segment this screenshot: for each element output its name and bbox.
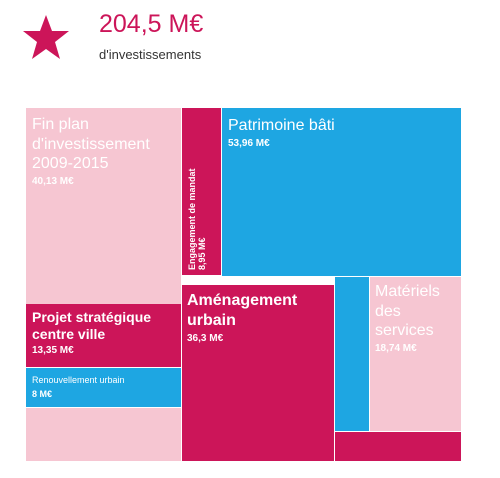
total-investment-amount: 204,5 M€	[99, 10, 204, 38]
treemap-cell-fin-plan-lower	[26, 408, 181, 461]
treemap-cell-projet-strategique: Projet stratégique centre ville 13,35 M€	[26, 304, 181, 367]
treemap-cell-renouvellement-urbain: Renouvellement urbain 8 M€	[26, 368, 181, 407]
star-icon	[23, 15, 69, 59]
projet-strategique-value: 13,35 M€	[32, 344, 74, 356]
projet-strategique-label: Projet stratégique centre ville	[32, 309, 152, 342]
amenagement-urbain-label: Aménagement urbain	[187, 292, 298, 329]
engagement-mandat-label: Engagement de mandat	[187, 168, 197, 270]
treemap-cell-small-blue	[335, 277, 369, 431]
treemap-cell-fin-plan: Fin plan d'investissement 2009-2015 40,1…	[26, 108, 181, 304]
engagement-mandat-value: 8,95 M€	[197, 237, 208, 270]
treemap-cell-amenagement-urbain: Aménagement urbain 36,3 M€	[182, 285, 334, 461]
patrimoine-bati-value: 53,96 M€	[228, 138, 270, 150]
materiels-services-label: Matériels des services	[375, 283, 440, 340]
treemap-cell-small-magenta	[182, 276, 334, 284]
treemap-cell-patrimoine-bati: Patrimoine bâti 53,96 M€	[222, 108, 461, 276]
materiels-services-value: 18,74 M€	[375, 342, 417, 354]
engagement-mandat-label-group: Engagement de mandat 8,95 M€	[187, 110, 208, 270]
fin-plan-label: Fin plan d'investissement 2009-2015	[32, 116, 150, 173]
patrimoine-bati-label: Patrimoine bâti	[228, 117, 335, 134]
renouvellement-urbain-label: Renouvellement urbain	[32, 375, 125, 385]
fin-plan-value: 40,13 M€	[32, 175, 74, 187]
treemap-cell-materiels-services: Matériels des services 18,74 M€	[370, 277, 461, 431]
total-investment-label: d'investissements	[99, 47, 202, 62]
amenagement-urbain-value: 36,3 M€	[187, 333, 224, 344]
treemap-cell-small-magenta-bottom	[335, 432, 461, 461]
treemap-cell-engagement-mandat: Engagement de mandat 8,95 M€	[182, 108, 221, 275]
renouvellement-urbain-value: 8 M€	[32, 389, 53, 400]
